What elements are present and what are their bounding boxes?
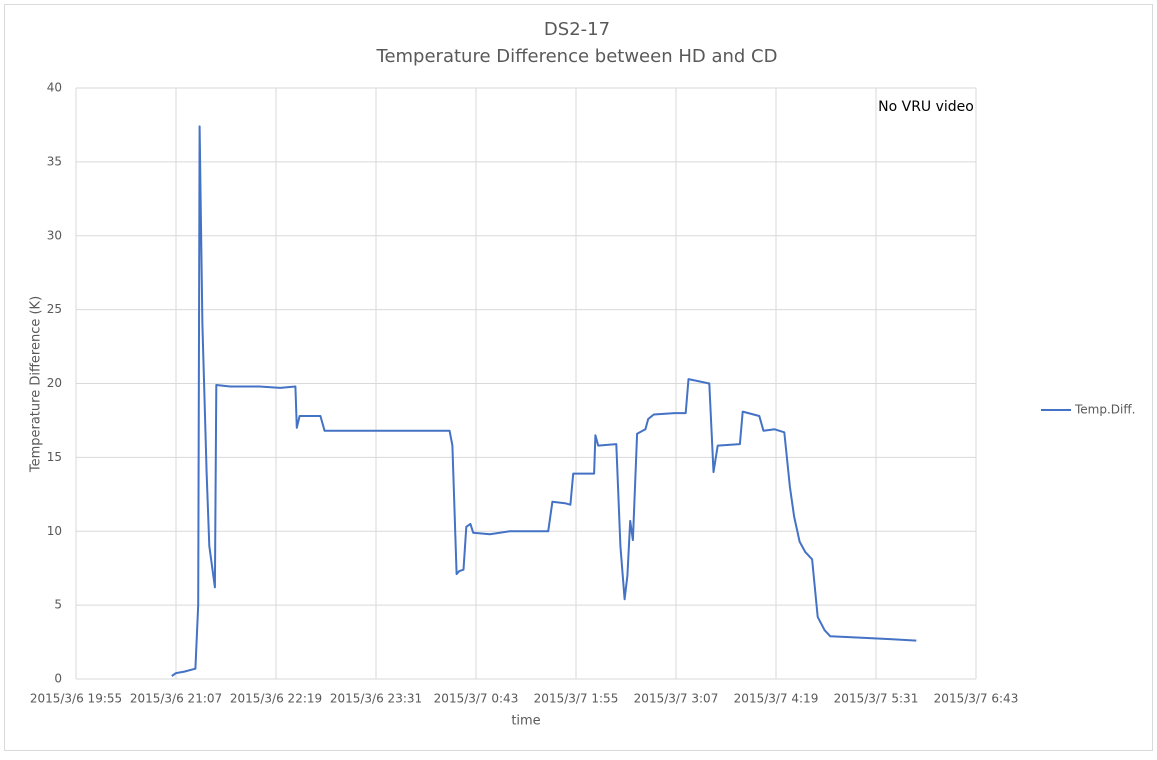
x-axis-label: time: [511, 714, 540, 729]
y-tick-label: 15: [47, 450, 62, 464]
x-tick-label: 2015/3/7 0:43: [434, 692, 519, 706]
y-tick-label: 35: [47, 154, 62, 168]
x-tick-label: 2015/3/7 4:19: [734, 692, 819, 706]
chart-title: DS2-17: [544, 19, 610, 40]
x-tick-label: 2015/3/7 3:07: [634, 692, 719, 706]
legend-label: Temp.Diff.: [1074, 403, 1135, 417]
x-tick-label: 2015/3/6 19:55: [30, 692, 122, 706]
x-tick-label: 2015/3/6 23:31: [330, 692, 422, 706]
y-axis-label: Temperature Difference (K): [29, 296, 44, 473]
data-line: [171, 125, 917, 677]
y-tick-label: 10: [47, 524, 62, 538]
x-tick-label: 2015/3/7 5:31: [834, 692, 919, 706]
chart-subtitle: Temperature Difference between HD and CD: [376, 46, 778, 67]
x-tick-label: 2015/3/7 6:43: [934, 692, 1019, 706]
x-tick-label: 2015/3/6 22:19: [230, 692, 322, 706]
annotation: No VRU video: [878, 99, 974, 115]
y-tick-label: 40: [47, 81, 62, 95]
y-tick-label: 25: [47, 302, 62, 316]
y-tick-label: 5: [54, 598, 62, 612]
x-tick-label: 2015/3/6 21:07: [130, 692, 222, 706]
y-tick-label: 30: [47, 228, 62, 242]
x-tick-label: 2015/3/7 1:55: [534, 692, 619, 706]
y-tick-label: 20: [47, 376, 62, 390]
chart-border: [4, 4, 1153, 751]
y-tick-label: 0: [54, 672, 62, 686]
